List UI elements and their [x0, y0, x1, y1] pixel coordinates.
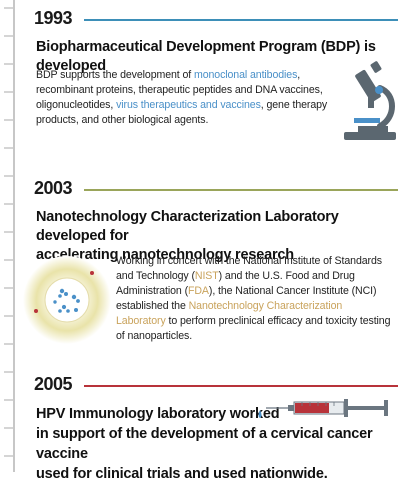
microscope-icon — [344, 61, 396, 140]
year-divider — [84, 385, 398, 387]
entry-headline: Biopharmaceutical Development Program (B… — [36, 39, 376, 74]
body-text-segment: BDP supports the development of — [36, 69, 194, 81]
link-virus-therapeutics[interactable]: virus therapeutics and vaccines — [116, 99, 261, 111]
entry-1993: 1993 Biopharmaceutical Development Progr… — [0, 0, 412, 170]
entry-body: Working in concert with the National Ins… — [116, 254, 394, 344]
entry-2005: 2005 HPV Immunology laboratory worked in… — [0, 370, 412, 482]
entry-headline-line: used for clinical trials and used nation… — [36, 466, 328, 482]
body-text-segment: , gene therapy products, and other biolo… — [36, 99, 328, 126]
year-label: 2003 — [34, 178, 73, 198]
body-text-segment: , recombinant proteins, therapeutic pept… — [36, 69, 323, 111]
link-ncl[interactable]: Nanotechnology Characterization Laborato… — [116, 300, 343, 327]
timeline-spine — [4, 0, 15, 472]
entry-headline: Nanotechnology Characterization Laborato… — [36, 208, 406, 265]
link-monoclonal-antibodies[interactable]: monoclonal antibodies — [193, 69, 298, 81]
nanoparticle-icon — [23, 256, 111, 344]
entry-headline-line: accelerating nanotechnology research — [36, 247, 294, 263]
entry-headline-line: Nanotechnology Characterization Laborato… — [36, 209, 339, 244]
link-fda[interactable]: FDA — [188, 285, 209, 297]
year-label: 1993 — [34, 8, 73, 28]
year-divider — [84, 19, 398, 21]
year-divider — [84, 189, 398, 191]
year-label: 2005 — [34, 374, 73, 394]
body-text-segment: ) and the U.S. Food and Drug Administrat… — [116, 270, 355, 297]
entry-headline-line: HPV Immunology laboratory worked — [36, 406, 280, 422]
entry-body: BDP supports the development of monoclon… — [36, 68, 336, 128]
link-nist[interactable]: NIST — [194, 270, 219, 282]
syringe-icon — [258, 399, 388, 418]
entry-2003: 2003 Nanotechnology Characterization Lab… — [0, 170, 412, 370]
body-text-segment: to perform preclinical efficacy and toxi… — [116, 315, 391, 342]
body-text-segment: ), the National Cancer Institute (NCI) e… — [116, 285, 377, 312]
body-text-segment: Working in concert with the National Ins… — [116, 255, 382, 282]
entry-headline-line: in support of the development of a cervi… — [36, 426, 373, 462]
